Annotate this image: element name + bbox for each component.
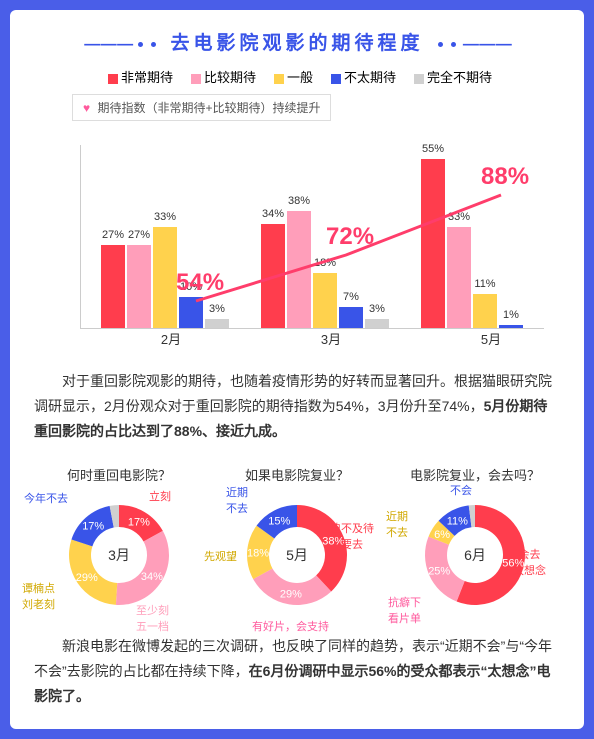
title-dash-right: — — — xyxy=(463,36,510,53)
donut-center-label: 6月 xyxy=(464,545,486,565)
sub-note-box: ♥ 期待指数（非常期待+比较期待）持续提升 xyxy=(72,94,331,121)
donut-pct-label: 18% xyxy=(247,547,269,559)
x-axis-label: 2月 xyxy=(101,329,241,348)
title-dot xyxy=(138,42,143,47)
donut-pct-label: 29% xyxy=(280,588,302,600)
donut-pct-label: 15% xyxy=(268,515,290,527)
donut-segment-label: 先观望 xyxy=(204,548,237,564)
infographic-card: — — — 去电影院观影的期待程度 — — — 非常期待比较期待一般不太期待完全… xyxy=(10,10,584,729)
trend-line xyxy=(81,145,544,328)
heart-icon: ♥ xyxy=(83,101,90,115)
donut-segment-label: 近期不去 xyxy=(386,508,408,540)
title-dot xyxy=(451,42,456,47)
x-axis-label: 5月 xyxy=(421,329,561,348)
text-run: 对于重回影院观影的期待，也随着疫情形势的好转而显著回升。根据猫眼研究院调研显示，… xyxy=(34,373,552,414)
donut-segment-label: 至少刻五一档 xyxy=(136,602,169,634)
donut-title: 如果电影院复业？ xyxy=(208,465,386,484)
title-dot xyxy=(151,42,156,47)
donut-center-label: 5月 xyxy=(286,545,308,565)
donut-segment-label: 不会 xyxy=(450,482,472,498)
sub-note-text: 期待指数（非常期待+比较期待）持续提升 xyxy=(97,101,320,115)
donut-row: 何时重回电影院？17%34%29%17%3月立刻至少刻五一档谭楠点刘老刻今年不去… xyxy=(30,465,564,620)
donut-chart: 如果电影院复业？38%29%18%15%5月迫不及待要去有好片，会支持先观望近期… xyxy=(208,465,386,620)
trend-point-label: 54% xyxy=(176,269,224,297)
donut-title: 电影院复业，会去吗？ xyxy=(386,465,564,484)
donut-segment-label: 会去太想念 xyxy=(513,546,546,578)
donut-wrap: 38%29%18%15%5月迫不及待要去有好片，会支持先观望近期不去 xyxy=(232,490,362,620)
donut-segment-label: 有好片，会支持 xyxy=(252,618,329,634)
trend-point-label: 72% xyxy=(326,223,374,251)
title-dot xyxy=(438,42,443,47)
legend-item: 比较期待 xyxy=(185,70,256,85)
chart-grid: 27%27%33%10%3%2月34%38%18%7%3%3月55%33%11%… xyxy=(80,145,544,329)
donut-pct-label: 11% xyxy=(447,515,468,527)
legend-swatch xyxy=(191,74,201,84)
legend-item: 一般 xyxy=(268,70,313,85)
donut-segment-label: 迫不及待要去 xyxy=(330,520,374,552)
donut-pct-label: 17% xyxy=(82,520,104,532)
donut-segment-label: 今年不去 xyxy=(24,490,68,506)
legend-item: 不太期待 xyxy=(325,70,396,85)
legend-swatch xyxy=(274,74,284,84)
donut-segment-label: 立刻 xyxy=(149,488,171,504)
donut-segment-label: 近期不去 xyxy=(226,484,248,516)
bar-chart: 27%27%33%10%3%2月34%38%18%7%3%3月55%33%11%… xyxy=(40,125,554,355)
legend-swatch xyxy=(108,74,118,84)
donut-pct-label: 6% xyxy=(434,529,450,541)
donut-segment-label: 谭楠点刘老刻 xyxy=(22,580,55,612)
donut-segment-label: 抗癖下看片单 xyxy=(388,594,421,626)
page-title: 去电影院观影的期待程度 xyxy=(162,33,431,54)
title-dash-left: — — — xyxy=(84,36,131,53)
legend-swatch xyxy=(414,74,424,84)
donut-pct-label: 17% xyxy=(128,516,150,528)
x-axis-label: 3月 xyxy=(261,329,401,348)
legend-item: 非常期待 xyxy=(102,70,173,85)
donut-center-label: 3月 xyxy=(108,545,130,565)
trend-point-label: 88% xyxy=(481,163,529,191)
legend-swatch xyxy=(331,74,341,84)
donut-chart: 何时重回电影院？17%34%29%17%3月立刻至少刻五一档谭楠点刘老刻今年不去 xyxy=(30,465,208,620)
donut-wrap: 17%34%29%17%3月立刻至少刻五一档谭楠点刘老刻今年不去 xyxy=(54,490,184,620)
donut-chart: 电影院复业，会去吗？56%25%6%11%6月会去太想念抗癖下看片单近期不去不会 xyxy=(386,465,564,620)
legend-item: 完全不期待 xyxy=(408,70,492,85)
paragraph-2: 新浪电影在微博发起的三次调研，也反映了同样的趋势，表示“近期不会”与“今年不会”… xyxy=(34,634,560,710)
donut-pct-label: 29% xyxy=(76,571,98,583)
donut-title: 何时重回电影院？ xyxy=(30,465,208,484)
legend: 非常期待比较期待一般不太期待完全不期待 xyxy=(30,67,564,86)
paragraph-1: 对于重回影院观影的期待，也随着疫情形势的好转而显著回升。根据猫眼研究院调研显示，… xyxy=(34,369,560,445)
donut-pct-label: 25% xyxy=(428,565,450,577)
donut-pct-label: 34% xyxy=(141,570,163,582)
donut-segment xyxy=(116,530,169,604)
donut-wrap: 56%25%6%11%6月会去太想念抗癖下看片单近期不去不会 xyxy=(410,490,540,620)
title-row: — — — 去电影院观影的期待程度 — — — xyxy=(30,28,564,55)
